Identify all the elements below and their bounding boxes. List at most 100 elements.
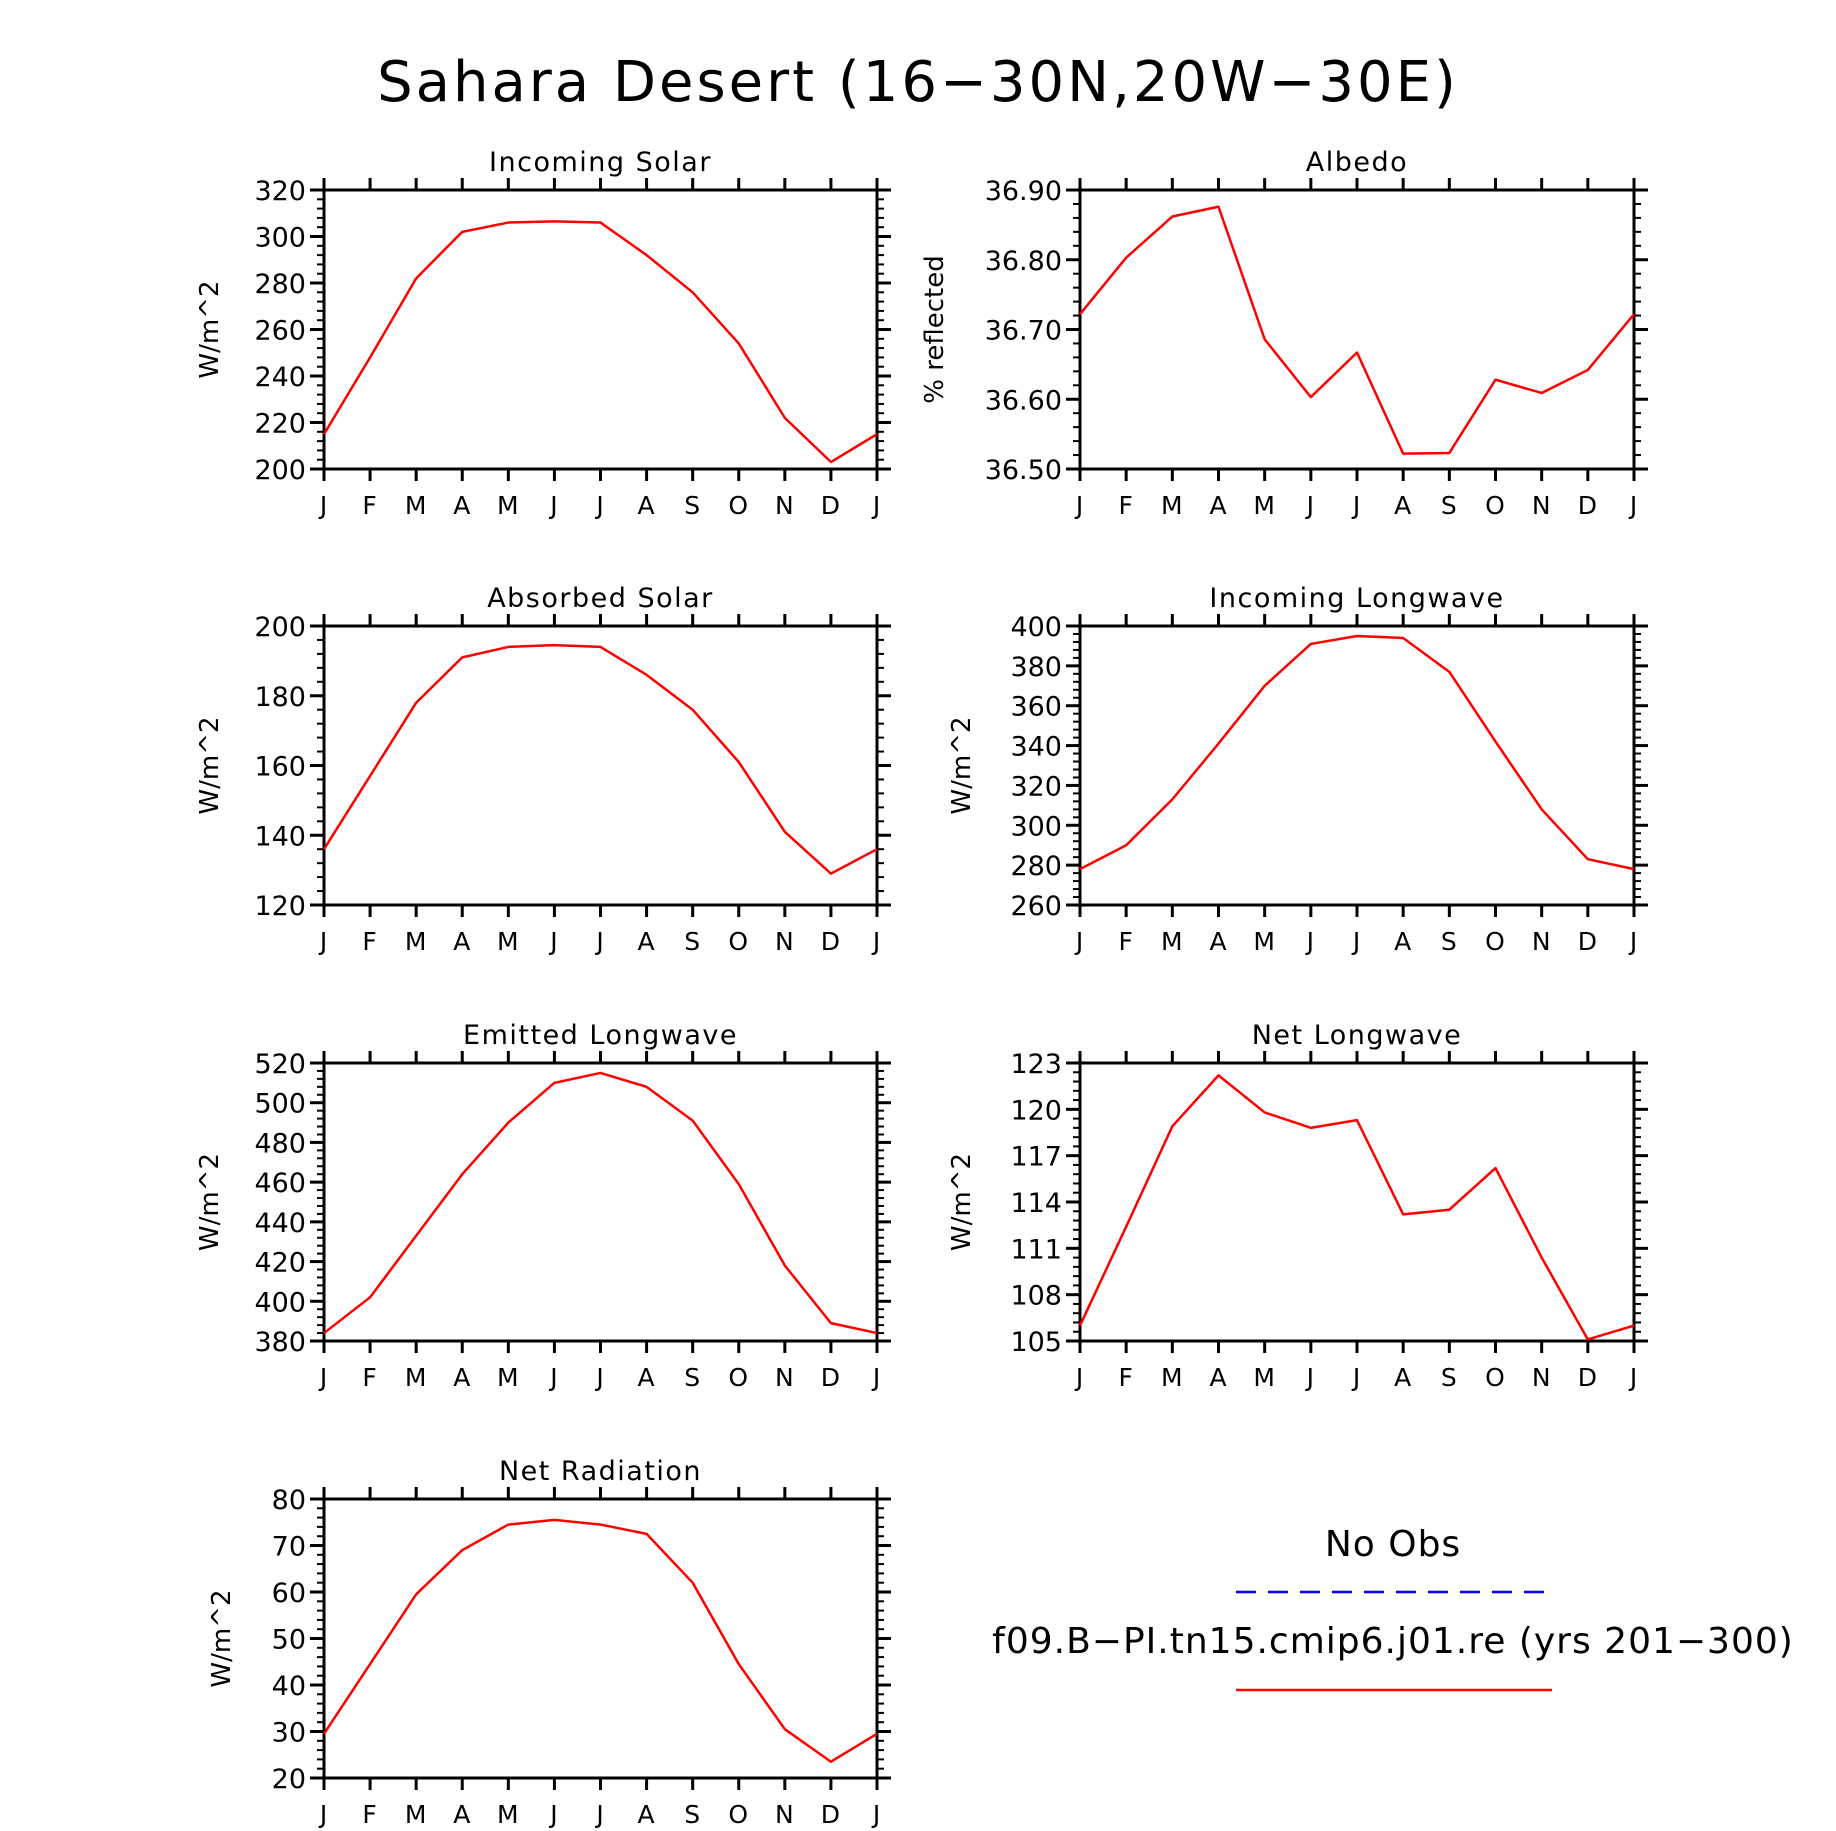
x-tick-label: J	[1351, 1363, 1361, 1392]
x-tick-label: O	[1485, 927, 1506, 956]
x-tick-label: M	[1253, 1363, 1276, 1392]
y-tick-label: 200	[254, 455, 306, 486]
x-tick-label: M	[405, 927, 428, 956]
x-tick-label: A	[638, 491, 656, 520]
x-tick-label: J	[1074, 927, 1084, 956]
x-tick-label: N	[775, 1800, 795, 1829]
y-tick-label: 380	[254, 1327, 306, 1358]
x-tick-label: J	[548, 1363, 558, 1392]
y-tick-label: 123	[1010, 1049, 1062, 1080]
x-tick-label: N	[1532, 1363, 1552, 1392]
x-tick-label: S	[1441, 927, 1458, 956]
x-tick-label: M	[405, 491, 428, 520]
y-tick-label: 180	[254, 682, 306, 713]
x-tick-label: J	[1305, 491, 1315, 520]
x-tick-label: M	[497, 1800, 520, 1829]
y-tick-label: 70	[272, 1532, 306, 1563]
x-tick-label: M	[497, 1363, 520, 1392]
x-tick-label: N	[775, 927, 795, 956]
x-tick-label: S	[684, 1363, 701, 1392]
x-tick-label: M	[405, 1800, 428, 1829]
y-tick-label: 36.70	[985, 316, 1062, 347]
y-tick-label: 80	[272, 1485, 306, 1516]
y-tick-label: 420	[254, 1248, 306, 1279]
x-tick-label: J	[1351, 927, 1361, 956]
x-tick-label: M	[1253, 491, 1276, 520]
x-tick-label: D	[1578, 491, 1598, 520]
y-tick-label: 36.50	[985, 455, 1062, 486]
x-tick-label: J	[871, 1363, 881, 1392]
x-tick-label: F	[1118, 491, 1133, 520]
y-tick-label: 300	[1010, 811, 1062, 842]
x-tick-label: J	[594, 927, 604, 956]
series-line	[322, 220, 878, 464]
x-tick-label: S	[684, 1800, 701, 1829]
x-tick-label: J	[871, 1800, 881, 1829]
y-tick-label: 280	[1010, 851, 1062, 882]
y-tick-label: 30	[272, 1718, 306, 1749]
y-tick-label: 320	[1010, 771, 1062, 802]
y-tick-label: 280	[254, 269, 306, 300]
x-tick-label: A	[1209, 1363, 1227, 1392]
x-tick-label: A	[1209, 491, 1227, 520]
x-tick-label: O	[728, 491, 749, 520]
y-tick-label: 380	[1010, 652, 1062, 683]
x-tick-label: M	[497, 491, 520, 520]
x-tick-label: A	[453, 491, 471, 520]
y-tick-label: 36.90	[985, 176, 1062, 207]
x-tick-label: M	[497, 927, 520, 956]
x-tick-label: J	[318, 1363, 328, 1392]
panel-title: Incoming Solar	[489, 147, 712, 178]
panel-title: Net Longwave	[1252, 1020, 1463, 1051]
y-axis-label: W/m^2	[207, 1589, 237, 1687]
x-tick-label: A	[638, 1363, 656, 1392]
y-axis-label: W/m^2	[195, 1153, 225, 1251]
plot-frame	[1078, 1061, 1636, 1343]
plot-frame	[1078, 188, 1636, 471]
y-axis-label: % reflected	[920, 255, 950, 403]
x-tick-label: A	[453, 1363, 471, 1392]
legend-obs-label: No Obs	[1325, 1524, 1461, 1565]
y-tick-label: 520	[254, 1049, 306, 1080]
figure-title: Sahara Desert (16−30N,20W−30E)	[377, 50, 1459, 115]
x-tick-label: J	[548, 1800, 558, 1829]
x-tick-label: J	[1305, 927, 1315, 956]
x-tick-label: J	[318, 927, 328, 956]
x-tick-label: F	[1118, 927, 1133, 956]
y-tick-label: 20	[272, 1764, 306, 1795]
x-tick-label: N	[775, 491, 795, 520]
x-tick-label: A	[453, 1800, 471, 1829]
series-line	[1079, 634, 1635, 871]
y-tick-label: 108	[1010, 1281, 1062, 1312]
x-tick-label: J	[548, 927, 558, 956]
x-tick-label: O	[728, 1800, 749, 1829]
series-line	[1079, 205, 1635, 455]
legend: No Obs f09.B−PI.tn15.cmip6.j01.re (yrs 2…	[992, 1524, 1793, 1692]
x-tick-label: A	[1394, 1363, 1412, 1392]
x-tick-label: D	[1578, 1363, 1598, 1392]
x-tick-label: A	[1394, 491, 1412, 520]
y-tick-label: 160	[254, 752, 306, 783]
plot-frame	[322, 1061, 879, 1343]
y-tick-label: 460	[254, 1168, 306, 1199]
panel-title: Incoming Longwave	[1209, 583, 1504, 614]
x-tick-label: D	[821, 927, 841, 956]
x-tick-label: M	[1161, 491, 1184, 520]
x-tick-label: J	[594, 491, 604, 520]
y-axis-label: W/m^2	[195, 716, 225, 814]
x-tick-label: F	[362, 491, 377, 520]
x-tick-label: A	[638, 927, 656, 956]
x-tick-label: M	[1161, 927, 1184, 956]
x-tick-label: J	[318, 1800, 328, 1829]
x-tick-label: O	[1485, 491, 1506, 520]
x-tick-label: J	[594, 1363, 604, 1392]
x-tick-label: J	[1074, 491, 1084, 520]
x-tick-label: N	[775, 1363, 795, 1392]
y-tick-label: 260	[254, 316, 306, 347]
x-tick-label: F	[362, 927, 377, 956]
series-line	[323, 1071, 878, 1335]
